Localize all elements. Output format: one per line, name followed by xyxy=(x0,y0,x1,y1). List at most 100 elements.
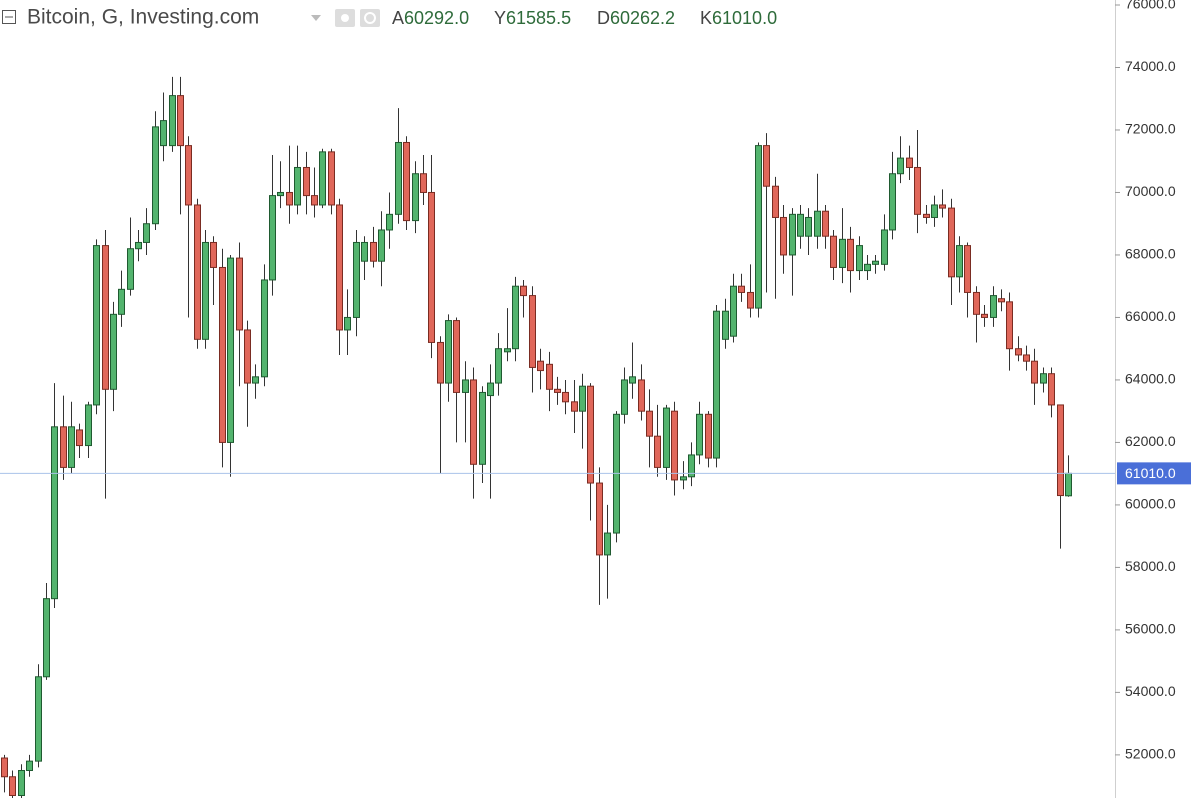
dropdown-caret[interactable] xyxy=(311,15,321,21)
candle-body xyxy=(872,260,879,265)
candle-body xyxy=(998,298,1005,303)
candle-body xyxy=(102,245,109,390)
candle-body xyxy=(219,266,226,443)
chart-title: Bitcoin, G, Investing.com xyxy=(27,6,259,29)
candle-body xyxy=(453,320,460,393)
ohlc-legend-item: K61010.0 xyxy=(700,8,777,28)
candle-body xyxy=(738,285,745,293)
candle-body xyxy=(378,229,385,262)
candle-body xyxy=(554,388,561,393)
candle-body xyxy=(772,185,779,218)
candle-body xyxy=(319,151,326,206)
candle-body xyxy=(1023,354,1030,362)
candle-body xyxy=(596,482,603,556)
ohlc-key: D xyxy=(597,8,610,28)
candle-body xyxy=(571,401,578,412)
eye-icon-pupil xyxy=(341,14,349,22)
y-tick-label: 74000.0 xyxy=(1125,58,1176,74)
candle-body xyxy=(328,151,335,206)
candle-body xyxy=(26,760,33,772)
candle-body xyxy=(830,235,837,268)
candle-body xyxy=(143,223,150,243)
candle-body xyxy=(587,385,594,484)
candle-body xyxy=(462,379,469,393)
y-tick-label: 52000.0 xyxy=(1125,746,1176,762)
ohlc-key: K xyxy=(700,8,712,28)
collapse-icon[interactable] xyxy=(2,10,16,24)
candle-body xyxy=(663,407,670,468)
candle-body xyxy=(696,413,703,456)
y-tick-label: 76000.0 xyxy=(1125,0,1176,12)
candle-body xyxy=(713,310,720,459)
y-tick-label: 70000.0 xyxy=(1125,183,1176,199)
candle-body xyxy=(562,391,569,403)
candle-body xyxy=(294,166,301,206)
candle-body xyxy=(1057,404,1064,497)
settings-icon[interactable] xyxy=(360,9,380,27)
candle-body xyxy=(9,776,16,797)
candle-body xyxy=(822,210,829,237)
candle-body xyxy=(68,426,75,468)
candle-body xyxy=(152,126,159,225)
y-tick-label: 66000.0 xyxy=(1125,308,1176,324)
candle-body xyxy=(864,263,871,272)
candle-body xyxy=(286,191,293,206)
candle-body xyxy=(847,238,854,272)
y-tick-label: 68000.0 xyxy=(1125,246,1176,262)
candle-body xyxy=(93,245,100,406)
candle-body xyxy=(210,241,217,268)
candle-body xyxy=(135,241,142,250)
candle-body xyxy=(789,213,796,256)
candle-body xyxy=(1006,301,1013,350)
candle-body xyxy=(923,213,930,218)
candle-body xyxy=(537,360,544,372)
candle-body xyxy=(881,229,888,265)
candle-body xyxy=(646,410,653,437)
candle-body xyxy=(520,285,527,297)
y-tick-label: 62000.0 xyxy=(1125,433,1176,449)
candle-body xyxy=(18,770,25,797)
candle-body xyxy=(638,379,645,412)
candle-body xyxy=(160,120,167,147)
candle-body xyxy=(671,410,678,481)
candle-body xyxy=(973,291,980,315)
ohlc-legend-item: D60262.2 xyxy=(597,8,675,28)
candle-body xyxy=(487,382,494,397)
ohlc-value: 61585.5 xyxy=(506,8,571,28)
candle-body xyxy=(311,195,318,206)
candle-body xyxy=(76,429,83,447)
candle-body xyxy=(604,532,611,556)
candle-body xyxy=(277,191,284,197)
candle-body xyxy=(981,313,988,318)
candle-body xyxy=(948,207,955,278)
candle-body xyxy=(110,313,117,390)
candle-body xyxy=(1031,360,1038,384)
candle-body xyxy=(780,216,787,256)
y-tick-label: 72000.0 xyxy=(1125,121,1176,137)
candle-body xyxy=(797,213,804,237)
candle-body xyxy=(504,348,511,353)
candle-body xyxy=(512,285,519,350)
candle-body xyxy=(177,95,184,147)
candle-body xyxy=(914,166,921,215)
candle-body xyxy=(420,173,427,193)
candle-body xyxy=(705,413,712,459)
ohlc-value: 60292.0 xyxy=(404,8,469,28)
y-tick-label: 58000.0 xyxy=(1125,558,1176,574)
header: Bitcoin, G, Investing.com xyxy=(2,6,380,29)
y-tick-label: 60000.0 xyxy=(1125,496,1176,512)
candle-body xyxy=(353,241,360,318)
candle-body xyxy=(1065,472,1072,497)
candle-body xyxy=(127,248,134,290)
candle-body xyxy=(1,757,8,778)
candle-body xyxy=(763,145,770,187)
candle-body xyxy=(303,166,310,197)
last-price-label: 61010.0 xyxy=(1125,465,1176,481)
candle-body xyxy=(269,195,276,281)
candle-body xyxy=(747,291,754,309)
settings-icon-gear xyxy=(364,12,376,24)
candle-body xyxy=(227,257,234,443)
y-tick-label: 64000.0 xyxy=(1125,371,1176,387)
candle-body xyxy=(931,204,938,218)
